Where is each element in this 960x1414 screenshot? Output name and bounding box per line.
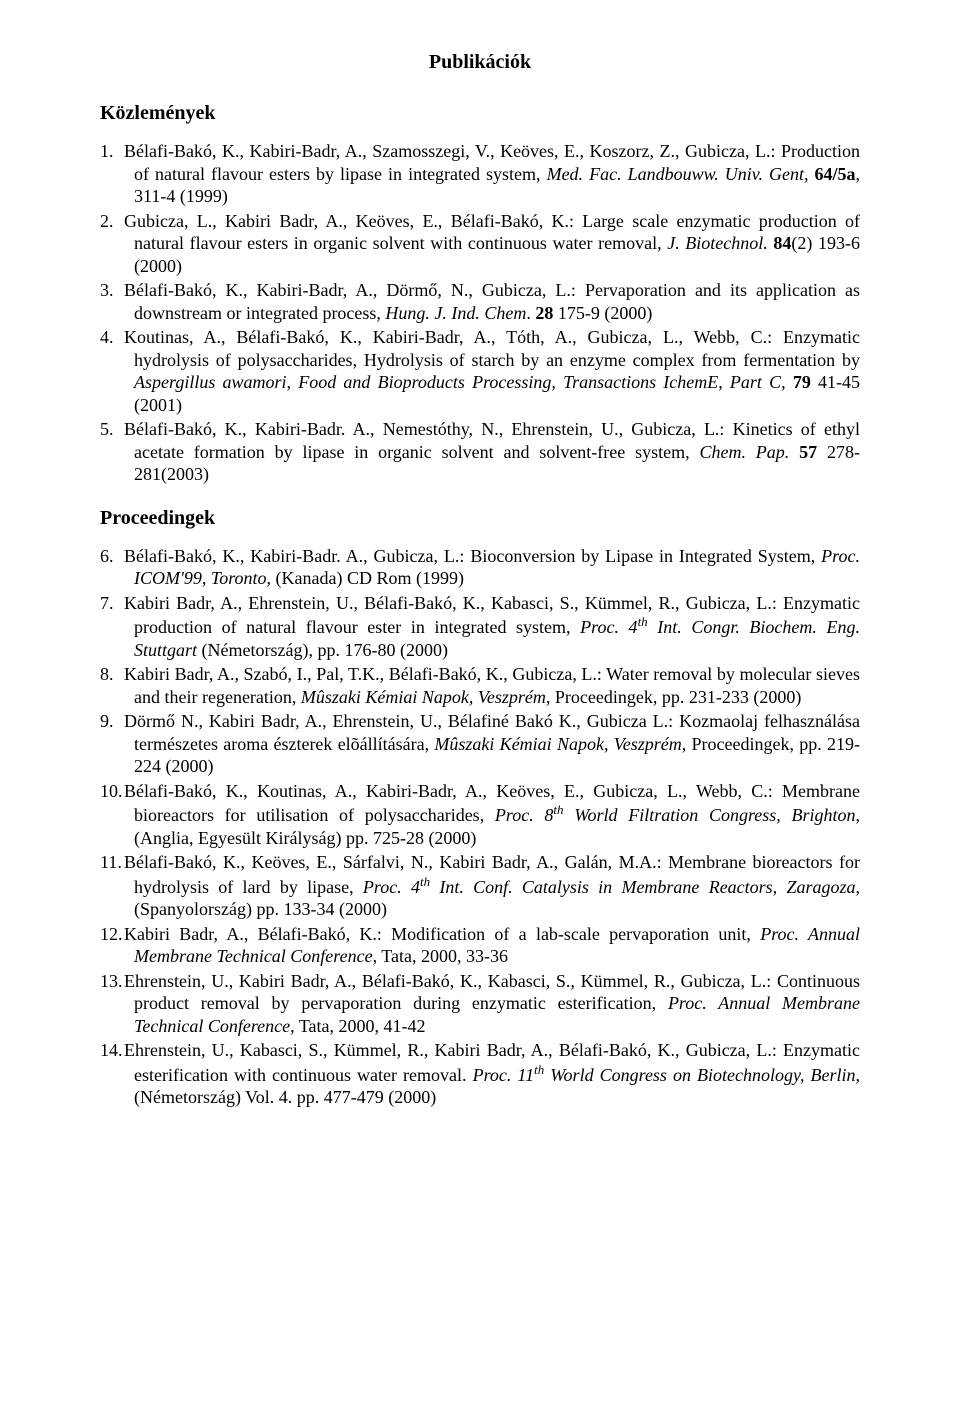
reference-list: 6. Bélafi-Bakó, K., Kabiri-Badr. A., Gub… <box>100 545 860 1109</box>
reference-number: 9. <box>100 710 124 733</box>
reference-item: 2. Gubicza, L., Kabiri Badr, A., Keöves,… <box>100 210 860 278</box>
reference-item: 3. Bélafi-Bakó, K., Kabiri-Badr, A., Dör… <box>100 279 860 324</box>
reference-number: 1. <box>100 140 124 163</box>
reference-number: 11. <box>100 851 124 874</box>
reference-item: 4. Koutinas, A., Bélafi-Bakó, K., Kabiri… <box>100 326 860 416</box>
reference-number: 4. <box>100 326 124 349</box>
reference-item: 12. Kabiri Badr, A., Bélafi-Bakó, K.: Mo… <box>100 923 860 968</box>
reference-list: 1. Bélafi-Bakó, K., Kabiri-Badr, A., Sza… <box>100 140 860 486</box>
section-heading: Proceedingek <box>100 506 860 531</box>
reference-number: 10. <box>100 780 124 803</box>
page-title: Publikációk <box>100 50 860 75</box>
section-heading: Közlemények <box>100 101 860 126</box>
section-kozlemenyek: Közlemények 1. Bélafi-Bakó, K., Kabiri-B… <box>100 101 860 486</box>
reference-item: 13. Ehrenstein, U., Kabiri Badr, A., Bél… <box>100 970 860 1038</box>
reference-number: 5. <box>100 418 124 441</box>
reference-item: 14. Ehrenstein, U., Kabasci, S., Kümmel,… <box>100 1039 860 1109</box>
reference-number: 6. <box>100 545 124 568</box>
reference-item: 9. Dörmő N., Kabiri Badr, A., Ehrenstein… <box>100 710 860 778</box>
reference-number: 2. <box>100 210 124 233</box>
reference-number: 3. <box>100 279 124 302</box>
reference-item: 1. Bélafi-Bakó, K., Kabiri-Badr, A., Sza… <box>100 140 860 208</box>
reference-number: 14. <box>100 1039 124 1062</box>
reference-item: 8. Kabiri Badr, A., Szabó, I., Pal, T.K.… <box>100 663 860 708</box>
reference-number: 12. <box>100 923 124 946</box>
reference-item: 5. Bélafi-Bakó, K., Kabiri-Badr. A., Nem… <box>100 418 860 486</box>
reference-item: 6. Bélafi-Bakó, K., Kabiri-Badr. A., Gub… <box>100 545 860 590</box>
reference-number: 8. <box>100 663 124 686</box>
reference-item: 7. Kabiri Badr, A., Ehrenstein, U., Béla… <box>100 592 860 662</box>
reference-number: 7. <box>100 592 124 615</box>
reference-item: 10. Bélafi-Bakó, K., Koutinas, A., Kabir… <box>100 780 860 850</box>
section-proceedingek: Proceedingek 6. Bélafi-Bakó, K., Kabiri-… <box>100 506 860 1109</box>
reference-number: 13. <box>100 970 124 993</box>
reference-item: 11. Bélafi-Bakó, K., Keöves, E., Sárfalv… <box>100 851 860 921</box>
